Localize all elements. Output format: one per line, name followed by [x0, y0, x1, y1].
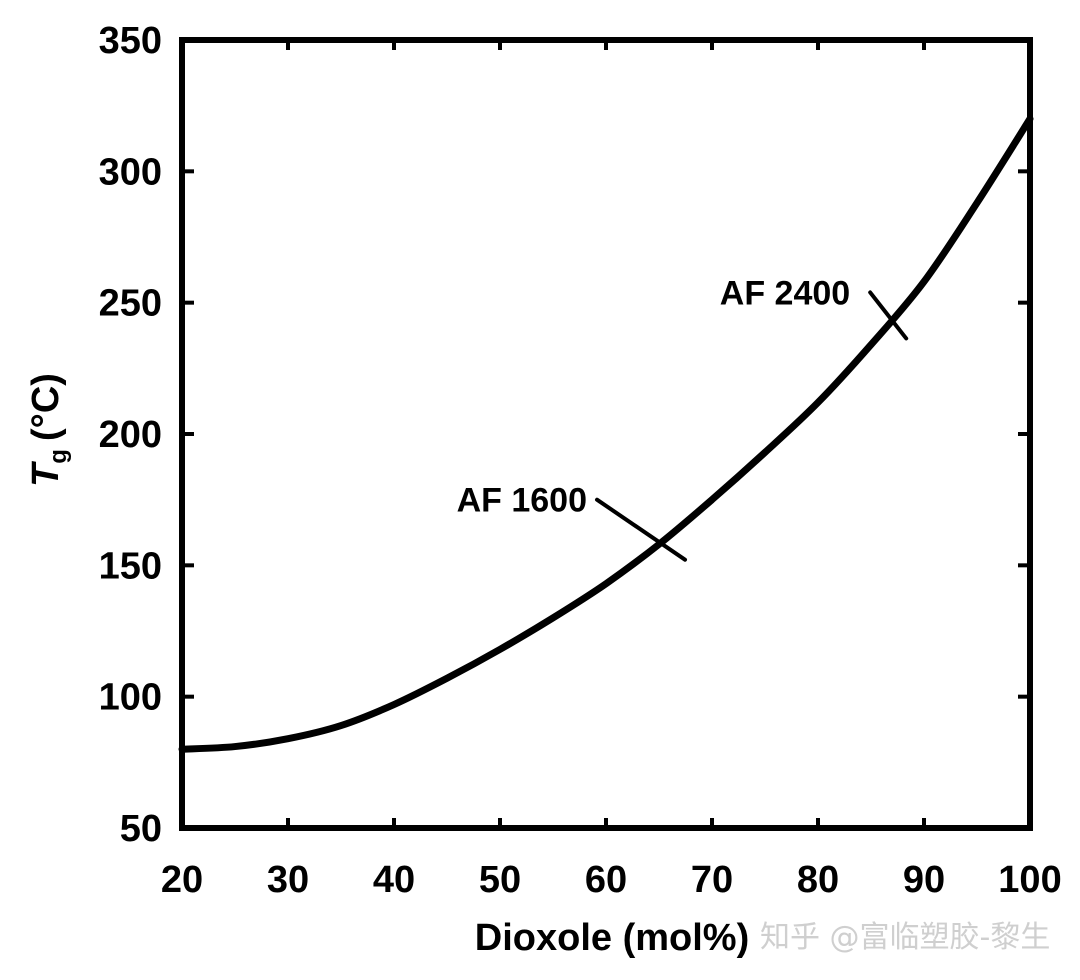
svg-text:Tg(°C): Tg (°C): [25, 373, 72, 487]
x-tick-label: 40: [373, 859, 415, 901]
y-axis-title: Tg (°C): [25, 373, 72, 487]
x-tick-label: 50: [479, 859, 521, 901]
af1600-marker: [595, 497, 687, 562]
annotations: AF 1600 AF 2400: [457, 274, 909, 562]
y-tick-label: 300: [99, 151, 162, 193]
x-tick-label: 20: [161, 859, 203, 901]
plot-border: [179, 37, 1033, 831]
x-tick-label: 100: [998, 859, 1061, 901]
x-tick-label: 70: [691, 859, 733, 901]
x-tick-label: 30: [267, 859, 309, 901]
y-axis-title-unit: (°C): [25, 373, 67, 441]
x-axis-title: Dioxole (mol%): [475, 917, 749, 959]
af1600-label: AF 1600: [457, 482, 587, 520]
plot-frame: [179, 37, 1033, 831]
x-tick-label: 90: [903, 859, 945, 901]
af2400-label: AF 2400: [720, 274, 850, 312]
y-tick-label: 100: [99, 677, 162, 719]
tg-curve: [178, 115, 1034, 753]
y-tick-labels: 50 100 150 200 250 300 350: [99, 20, 162, 850]
y-tick-label: 250: [99, 283, 162, 325]
af2400-marker: [868, 290, 909, 341]
y-tick-label: 200: [99, 414, 162, 456]
axis-ticks: [182, 40, 1030, 828]
y-tick-label: 50: [120, 808, 162, 850]
watermark: 知乎 @富临塑胶-黎生: [760, 920, 1051, 955]
y-axis-title-sub: g: [45, 449, 72, 464]
x-tick-labels: 20 30 40 50 60 70 80 90 100: [161, 859, 1062, 901]
y-tick-label: 350: [99, 20, 162, 62]
y-tick-label: 150: [99, 545, 162, 587]
x-tick-label: 80: [797, 859, 839, 901]
y-axis-title-main: T: [25, 461, 67, 487]
x-tick-label: 60: [585, 859, 627, 901]
